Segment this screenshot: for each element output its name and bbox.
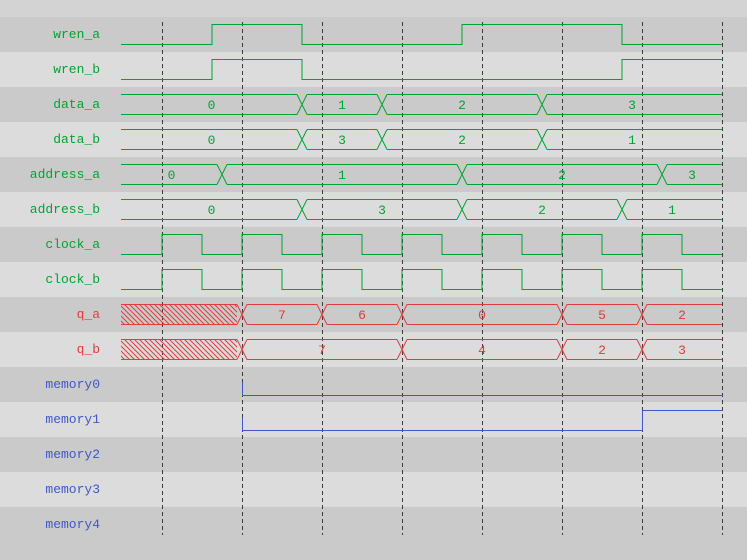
signal-row: clock_a <box>0 227 747 262</box>
signal-row: clock_b <box>0 262 747 297</box>
svg-text:3: 3 <box>678 343 686 358</box>
signal-row: memory4 <box>0 507 747 542</box>
svg-text:2: 2 <box>558 168 566 183</box>
signal-row: memory0 <box>0 367 747 402</box>
signal-label-memory0[interactable]: memory0 <box>45 377 100 392</box>
svg-text:0: 0 <box>208 133 216 148</box>
signal-label-memory2[interactable]: memory2 <box>45 447 100 462</box>
signal-label-data_b[interactable]: data_b <box>53 132 100 147</box>
svg-text:3: 3 <box>378 203 386 218</box>
top-margin-strip <box>0 0 747 17</box>
svg-text:2: 2 <box>538 203 546 218</box>
bottom-margin-strip <box>0 542 747 560</box>
svg-text:1: 1 <box>338 168 346 183</box>
signal-label-wren_b[interactable]: wren_b <box>53 62 100 77</box>
signal-label-wren_a[interactable]: wren_a <box>53 27 100 42</box>
svg-text:2: 2 <box>458 98 466 113</box>
svg-text:5: 5 <box>598 308 606 323</box>
signal-label-address_b[interactable]: address_b <box>29 202 100 217</box>
svg-text:3: 3 <box>338 133 346 148</box>
svg-text:4: 4 <box>478 343 486 358</box>
svg-text:0: 0 <box>208 98 216 113</box>
signal-label-memory1[interactable]: memory1 <box>45 412 100 427</box>
signal-label-memory3[interactable]: memory3 <box>45 482 100 497</box>
signal-label-clock_a[interactable]: clock_a <box>45 237 100 252</box>
svg-text:1: 1 <box>338 98 346 113</box>
svg-text:2: 2 <box>678 308 686 323</box>
svg-text:6: 6 <box>358 308 366 323</box>
svg-text:0: 0 <box>208 203 216 218</box>
svg-text:1: 1 <box>628 133 636 148</box>
svg-text:3: 3 <box>688 168 696 183</box>
signal-label-q_a[interactable]: q_a <box>76 307 100 322</box>
signal-row: data_a <box>0 87 747 122</box>
signal-label-clock_b[interactable]: clock_b <box>45 272 100 287</box>
svg-text:0: 0 <box>478 308 486 323</box>
svg-text:7: 7 <box>278 308 286 323</box>
signal-row: memory2 <box>0 437 747 472</box>
svg-text:2: 2 <box>598 343 606 358</box>
svg-text:0: 0 <box>168 168 176 183</box>
signal-label-memory4[interactable]: memory4 <box>45 517 100 532</box>
signal-row: data_b <box>0 122 747 157</box>
signal-label-address_a[interactable]: address_a <box>29 167 100 182</box>
signal-label-q_b[interactable]: q_b <box>76 342 100 357</box>
svg-text:2: 2 <box>458 133 466 148</box>
signal-row: q_b <box>0 332 747 367</box>
signal-label-data_a[interactable]: data_a <box>53 97 100 112</box>
signal-row: memory3 <box>0 472 747 507</box>
signal-row: memory1 <box>0 402 747 437</box>
svg-text:7: 7 <box>318 343 326 358</box>
signal-row: address_a <box>0 157 747 192</box>
svg-text:1: 1 <box>668 203 676 218</box>
svg-text:3: 3 <box>628 98 636 113</box>
